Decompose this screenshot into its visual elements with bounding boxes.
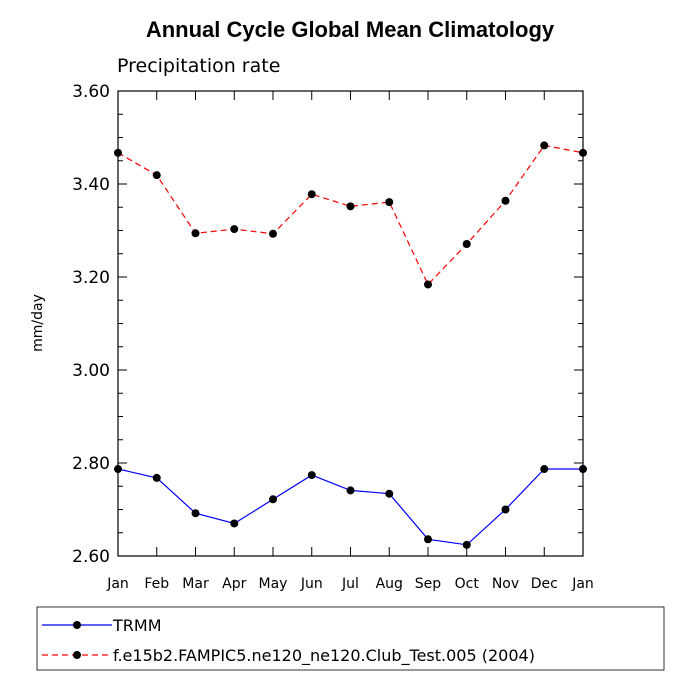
y-tick-label: 2.60: [72, 547, 110, 567]
x-tick-label: Apr: [222, 576, 246, 592]
y-tick-label: 3.40: [72, 175, 110, 195]
data-point: [579, 148, 587, 157]
data-point: [579, 465, 587, 474]
legend-marker-1: [73, 651, 81, 659]
data-point: [462, 540, 471, 549]
data-point: [269, 229, 277, 238]
data-point: [501, 196, 510, 205]
data-point: [191, 509, 200, 518]
data-point: [462, 239, 471, 248]
data-point: [385, 489, 394, 498]
x-tick-label: Aug: [376, 576, 403, 592]
chart-subtitle: Precipitation rate: [117, 55, 280, 77]
data-point: [191, 229, 200, 238]
series-line-0: [117, 468, 583, 546]
series-line-1: [117, 144, 584, 286]
x-tick-label: Dec: [531, 576, 558, 592]
legend-label-1: f.e15b2.FAMPIC5.ne120_ne120.Club_Test.00…: [113, 646, 535, 666]
data-point: [385, 198, 394, 207]
x-tick-label: May: [259, 576, 288, 592]
x-tick-label: Sep: [415, 576, 442, 592]
y-axis-label: mm/day: [30, 294, 46, 352]
x-tick-label: Jan: [106, 576, 129, 592]
plot-frame: [117, 90, 584, 557]
legend-marker-0: [73, 621, 81, 629]
data-point: [230, 225, 239, 234]
data-point: [152, 171, 161, 180]
x-tick-label: Jul: [341, 576, 359, 592]
data-point: [540, 465, 549, 474]
x-tick-label: Oct: [455, 576, 480, 592]
chart-title: Annual Cycle Global Mean Climatology: [146, 17, 555, 42]
data-point: [424, 280, 432, 289]
data-point: [114, 465, 122, 474]
x-tick-label: Jan: [571, 576, 594, 592]
x-tick-label: Feb: [144, 576, 169, 592]
data-point: [269, 495, 277, 504]
data-point: [307, 471, 316, 480]
legend: TRMM f.e15b2.FAMPIC5.ne120_ne120.Club_Tes…: [36, 606, 665, 671]
x-tick-label: Mar: [182, 576, 209, 592]
x-tick-label: Jun: [300, 576, 323, 592]
data-point: [114, 148, 122, 157]
data-point: [424, 535, 432, 544]
legend-box: [36, 606, 665, 671]
x-tick-label: Nov: [492, 576, 519, 592]
data-point: [501, 505, 510, 514]
y-tick-label: 3.20: [72, 268, 110, 288]
data-point: [346, 486, 355, 495]
data-point: [540, 141, 549, 150]
data-point: [307, 190, 316, 199]
legend-label-0: TRMM: [112, 616, 162, 635]
y-tick-label: 3.60: [72, 82, 110, 102]
data-point: [152, 473, 161, 482]
plot-area: 2.60 2.80 3.00 3.20 3.40 3.60 Jan Feb Mar Apr May J…: [72, 82, 594, 592]
data-point: [346, 202, 355, 211]
y-tick-label: 3.00: [72, 361, 110, 381]
y-tick-label: 2.80: [72, 454, 110, 474]
data-point: [230, 519, 239, 528]
